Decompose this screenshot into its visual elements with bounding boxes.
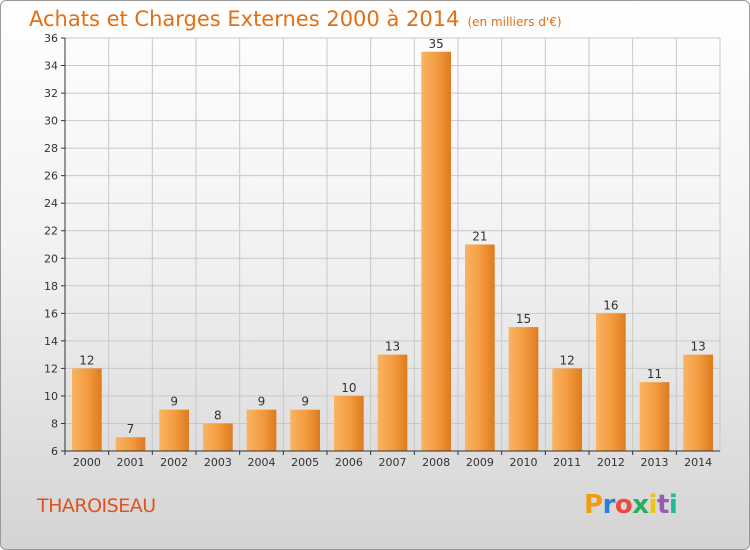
x-tick-label: 2005: [291, 456, 319, 469]
x-tick-label: 2003: [204, 456, 232, 469]
x-tick-label: 2001: [117, 456, 145, 469]
bar: [71, 368, 102, 451]
bar: [159, 409, 190, 451]
x-tick-label: 2011: [553, 456, 581, 469]
data-label: 7: [127, 422, 135, 436]
data-label: 11: [647, 367, 662, 381]
y-tick-label: 24: [44, 197, 58, 210]
bar: [377, 354, 408, 451]
data-label: 15: [516, 312, 531, 326]
y-tick-label: 10: [44, 390, 58, 403]
bar: [246, 409, 277, 451]
x-tick-label: 2000: [73, 456, 101, 469]
x-tick-label: 2012: [597, 456, 625, 469]
bar: [595, 313, 626, 451]
bar: [683, 354, 714, 451]
bars: [71, 51, 714, 452]
y-tick-label: 14: [44, 335, 58, 348]
logo-letter: P: [584, 490, 603, 520]
logo-letter: r: [602, 490, 616, 520]
bar: [421, 51, 452, 452]
bar: [115, 437, 146, 451]
logo-letter: t: [656, 490, 669, 520]
y-tick-label: 8: [51, 417, 58, 430]
data-label: 16: [603, 298, 618, 312]
bar: [202, 423, 233, 451]
data-label: 12: [79, 353, 94, 367]
bar: [464, 244, 495, 451]
y-tick-label: 16: [44, 307, 58, 320]
logo-letter: i: [668, 490, 678, 520]
data-label: 9: [301, 395, 309, 409]
axes: 6 8 10 12 14 16 18 20 22 24 26 28 30 32 34 36 2000 2001 20…: [44, 32, 720, 469]
x-tick-label: 2006: [335, 456, 363, 469]
y-tick-label: 12: [44, 362, 58, 375]
x-tick-label: 2014: [684, 456, 712, 469]
x-tick-label: 2008: [422, 456, 450, 469]
bar: [333, 395, 364, 451]
logo-letter: i: [648, 490, 658, 520]
data-label: 9: [258, 395, 266, 409]
proxiti-logo[interactable]: Proxiti: [584, 490, 678, 520]
y-tick-label: 34: [44, 60, 58, 73]
y-tick-label: 32: [44, 87, 58, 100]
data-label: 35: [429, 37, 444, 51]
logo-letter: x: [632, 490, 649, 520]
y-tick-label: 6: [51, 445, 58, 458]
chart-title-text: Achats et Charges Externes 2000 à 2014: [29, 7, 460, 31]
y-tick-label: 36: [44, 32, 58, 45]
x-tick-label: 2013: [641, 456, 669, 469]
data-labels: 12 7 9 8 9 9 10 13 35 21 15 12 16 11 13: [79, 37, 706, 436]
logo-letter: o: [614, 490, 633, 520]
x-tick-label: 2002: [160, 456, 188, 469]
data-label: 10: [341, 381, 356, 395]
chart-subtitle: (en milliers d'€): [467, 15, 562, 29]
y-tick-label: 30: [44, 115, 58, 128]
x-tick-label: 2004: [248, 456, 276, 469]
data-label: 13: [691, 340, 706, 354]
data-label: 9: [170, 395, 178, 409]
commune-name: THAROISEAU: [37, 495, 156, 517]
bar: [290, 409, 321, 451]
bar: [552, 368, 583, 451]
chart-title: Achats et Charges Externes 2000 à 2014 (e…: [29, 7, 562, 31]
data-label: 12: [560, 353, 575, 367]
x-tick-label: 2007: [379, 456, 407, 469]
y-tick-label: 22: [44, 225, 58, 238]
data-label: 21: [472, 230, 487, 244]
data-label: 8: [214, 408, 222, 422]
x-tick-label: 2010: [510, 456, 538, 469]
y-tick-label: 18: [44, 280, 58, 293]
data-label: 13: [385, 340, 400, 354]
x-tick-label: 2009: [466, 456, 494, 469]
y-tick-label: 26: [44, 170, 58, 183]
y-tick-label: 28: [44, 142, 58, 155]
bar: [508, 327, 539, 451]
y-tick-label: 20: [44, 252, 58, 265]
bar: [639, 382, 670, 451]
